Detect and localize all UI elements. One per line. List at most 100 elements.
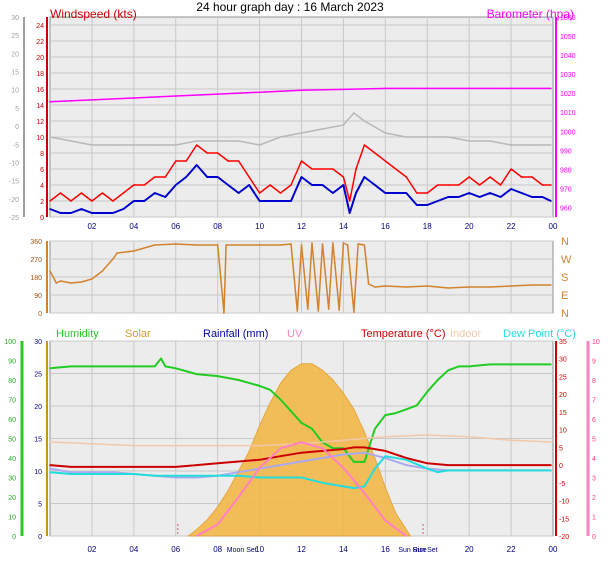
series-apparent-point — [363, 451, 366, 454]
wind-y-tick-label: 20 — [36, 55, 44, 62]
series-wind_avg-point — [80, 208, 83, 210]
series-wind_gust-point — [80, 192, 83, 194]
baro-y-tick-label: 1020 — [560, 91, 576, 98]
series-wind-dir-point — [550, 284, 552, 286]
series-wind_gust-point — [436, 184, 439, 186]
solar-y-tick-label: 20 — [34, 404, 42, 411]
uv-y-tick-label: 1 — [592, 515, 596, 522]
series-grey-point — [300, 132, 303, 134]
series-wind_avg-point — [342, 184, 345, 186]
series-humidity-point — [531, 363, 533, 366]
baro-y-tick-label: 960 — [560, 205, 572, 212]
series-indoor-point — [342, 439, 345, 442]
series-wind_avg-point — [174, 184, 177, 186]
series-grey-point — [91, 144, 93, 146]
dir-compass-label: E — [561, 290, 568, 302]
series-wind_avg-point — [206, 176, 208, 178]
series-dewpoint-point — [195, 474, 198, 477]
series-baro-point — [426, 87, 429, 90]
series-wind_gust-point — [164, 176, 167, 178]
temp-y-tick-label: 0 — [559, 463, 563, 470]
series-humidity-point — [216, 375, 219, 377]
series-wind_avg-point — [133, 200, 135, 202]
series-wind_avg-point — [457, 196, 460, 198]
series-dewpoint-point — [531, 469, 533, 472]
series-grey-point — [447, 136, 450, 138]
series-baro-point — [49, 100, 51, 103]
series-humidity-point — [195, 373, 198, 375]
series-temperature-point — [405, 457, 408, 459]
series-temperature-point — [300, 451, 303, 454]
series-dewpoint-point — [342, 485, 345, 488]
series-grey-point — [153, 144, 156, 146]
series-wind_gust-point — [355, 168, 357, 170]
series-grey-point — [133, 144, 135, 146]
series-wind-dir-point — [300, 244, 303, 246]
temp-y-tick-label: 20 — [559, 392, 567, 399]
legend-label: Indoor — [450, 328, 482, 340]
series-wind_gust-point — [258, 192, 261, 194]
series-temperature-point — [91, 466, 93, 468]
wind-x-tick-label: 18 — [423, 222, 432, 231]
wind-x-tick-label: 12 — [297, 222, 306, 231]
series-dewpoint-point — [363, 485, 366, 488]
series-humidity-point — [332, 447, 334, 450]
series-wind_gust-point — [237, 160, 240, 162]
series-humidity-point — [468, 365, 470, 368]
series-indoor-point — [258, 444, 261, 447]
series-humidity-point — [164, 365, 167, 368]
series-humidity-point — [160, 357, 162, 360]
series-wind_avg-point — [355, 192, 357, 194]
series-wind_avg-line — [49, 164, 552, 214]
series-wind_gust-point — [374, 152, 376, 154]
series-wind-dir-point — [49, 270, 51, 272]
wind-y-tick-label: 8 — [40, 151, 44, 158]
wind-far-left-tick-label: -20 — [9, 197, 19, 204]
series-humidity-point — [258, 385, 261, 387]
series-dewpoint-point — [447, 469, 450, 472]
series-baro-point — [300, 89, 303, 92]
series-grey-point — [174, 144, 177, 146]
humidity-x-tick-label: 22 — [507, 545, 516, 554]
series-wind_avg-point — [520, 192, 523, 194]
series-indoor-point — [550, 441, 552, 443]
series-wind_avg-point — [258, 200, 261, 202]
wind-far-left-tick-label: -10 — [9, 160, 19, 167]
series-temperature-point — [112, 466, 114, 468]
series-humidity-point — [489, 363, 491, 366]
series-wind_avg-point — [311, 184, 313, 186]
series-wind_gust-point — [269, 184, 271, 186]
series-baro-line — [49, 87, 551, 103]
wind-y-tick-label: 6 — [40, 167, 44, 174]
series-grey-point — [258, 144, 261, 146]
dir-y-tick-label: 360 — [30, 239, 42, 246]
uv-y-tick-label: 7 — [592, 398, 596, 405]
humidity-y-tick-label: 30 — [8, 476, 16, 483]
series-wind_gust-point — [531, 176, 533, 178]
series-apparent-point — [174, 476, 177, 479]
series-wind_avg-point — [185, 176, 188, 178]
series-wind_gust-point — [541, 184, 544, 186]
series-grey-point — [216, 140, 219, 142]
series-wind_avg-point — [300, 176, 303, 178]
series-apparent-point — [91, 471, 93, 473]
series-indoor-point — [510, 439, 512, 442]
series-grey-point — [70, 140, 72, 142]
humidity-x-tick-label: 20 — [465, 545, 474, 554]
series-dewpoint-point — [468, 469, 470, 472]
series-wind-dir-point — [279, 244, 282, 246]
series-uv-point — [405, 535, 408, 537]
series-temperature-point — [489, 464, 491, 466]
humidity-x-tick-label: 14 — [339, 545, 348, 554]
temp-y-tick-label: -10 — [559, 499, 569, 506]
series-baro-point — [216, 93, 219, 95]
wind-far-left-tick-label: 30 — [11, 15, 19, 22]
series-wind-dir-point — [174, 243, 177, 245]
series-wind-dir-point — [237, 244, 240, 246]
humidity-y-tick-label: 40 — [8, 456, 16, 463]
baro-y-tick-label: 1060 — [560, 15, 576, 22]
baro-y-tick-label: 980 — [560, 167, 572, 174]
series-temperature-point — [153, 466, 156, 468]
